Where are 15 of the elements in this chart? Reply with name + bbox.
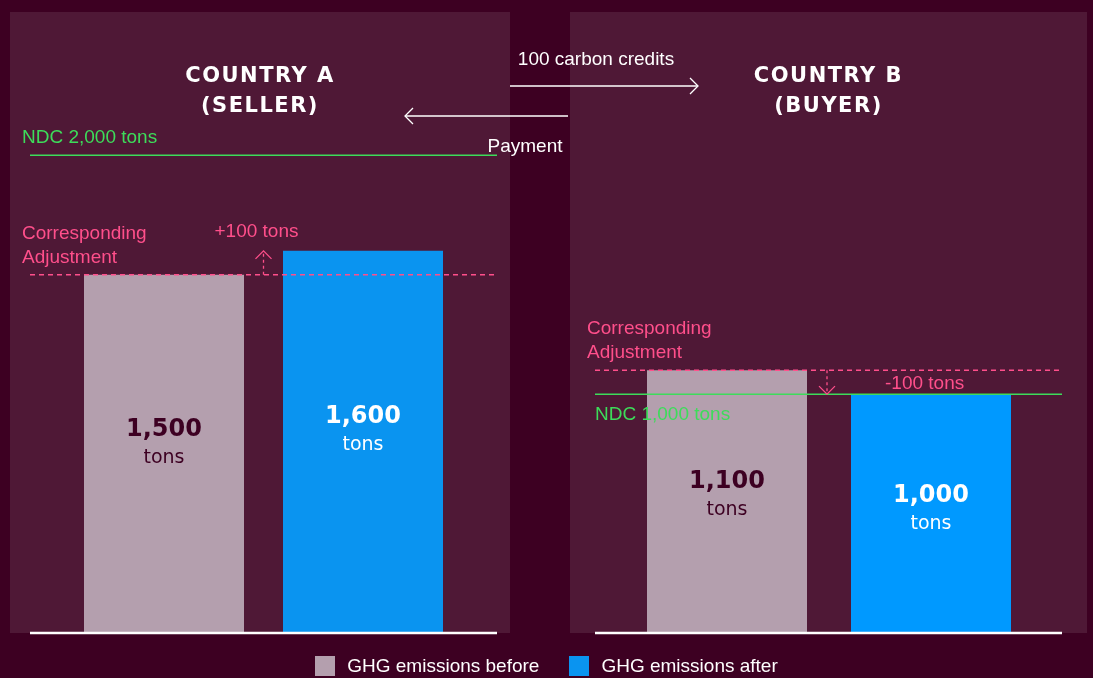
annotation: Payment [487, 135, 564, 156]
text: COUNTRY B (BUYER) [753, 63, 904, 117]
ref-line-label: NDC 2,000 tons [22, 126, 158, 148]
data-label: 1,100 tons [689, 466, 765, 520]
legend-label: GHG emissions before [347, 655, 540, 677]
annotation: +100 tons [214, 219, 299, 241]
text: COUNTRY A (SELLER) [184, 62, 336, 119]
legend-label: GHG emissions after [601, 655, 778, 677]
ref-line-label: Corresponding Adjustment [587, 317, 712, 363]
data-label: 1,000 tons [893, 479, 969, 533]
annotation: 100 carbon credits [517, 48, 675, 69]
annotation: -100 tons [885, 372, 965, 394]
ref-line-label: Corresponding Adjustment [22, 221, 147, 267]
data-label: 1,600 tons [325, 400, 401, 454]
data-label: 1,500 tons [126, 413, 202, 467]
